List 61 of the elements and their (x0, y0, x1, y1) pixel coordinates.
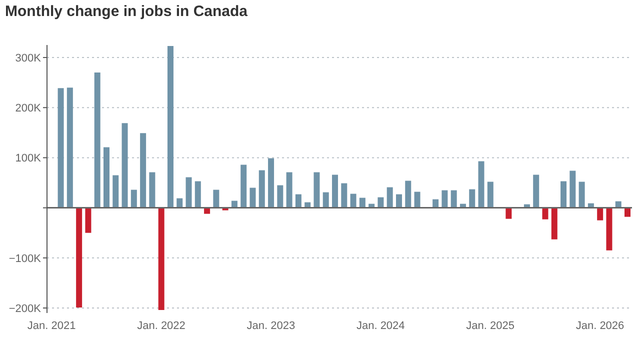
y-tick-label: 300K (15, 52, 42, 64)
bar (314, 172, 320, 208)
bar (386, 187, 393, 208)
bar (322, 192, 329, 208)
bar (194, 181, 201, 208)
bar (149, 172, 156, 208)
bar (94, 72, 100, 208)
bar (359, 198, 366, 208)
bar (240, 164, 247, 208)
bar (378, 197, 384, 208)
bar (478, 161, 484, 208)
bar (570, 170, 576, 208)
y-tick-label: −200K (8, 302, 42, 315)
bar (597, 208, 604, 220)
bar (167, 46, 174, 208)
bar (551, 208, 558, 240)
x-tick-label: Jan. 2025 (466, 320, 514, 332)
bar (442, 190, 448, 208)
x-tick-label: Jan. 2026 (576, 320, 624, 332)
bar (469, 189, 476, 208)
bar (268, 158, 274, 208)
bar (295, 194, 302, 208)
bar (560, 181, 567, 208)
x-tick-label: Jan. 2022 (137, 320, 186, 332)
bar (85, 208, 92, 233)
bar (122, 123, 128, 208)
bar (112, 175, 119, 208)
bar (213, 190, 220, 208)
bar (533, 174, 540, 208)
bar (186, 177, 192, 208)
bar (487, 182, 494, 208)
x-tick-label: Jan. 2023 (246, 320, 296, 332)
bar (578, 182, 585, 208)
bar (506, 208, 512, 219)
x-tick-label: Jan. 2021 (27, 320, 76, 332)
bar (396, 194, 402, 208)
bar (414, 192, 420, 208)
y-tick-label: 200K (15, 102, 42, 115)
bar (286, 172, 292, 208)
bar (542, 208, 548, 220)
bar (103, 147, 110, 208)
bar (158, 208, 164, 310)
bar (76, 208, 82, 308)
bar (277, 185, 284, 208)
bar (130, 190, 137, 208)
bar (332, 174, 338, 208)
bar (350, 194, 356, 208)
bar (341, 183, 348, 208)
y-tick-label: 100K (15, 152, 42, 165)
bar (624, 208, 631, 217)
x-tick-label: Jan. 2024 (356, 320, 405, 332)
bar (66, 88, 73, 208)
bar (405, 180, 412, 208)
bar (250, 188, 256, 208)
y-tick-label: −100K (8, 252, 42, 265)
bar (258, 170, 265, 208)
bar (140, 133, 146, 208)
chart-title: Monthly change in jobs in Canada (5, 3, 248, 20)
bar (606, 208, 612, 250)
bar (450, 190, 457, 208)
bar (58, 88, 64, 208)
